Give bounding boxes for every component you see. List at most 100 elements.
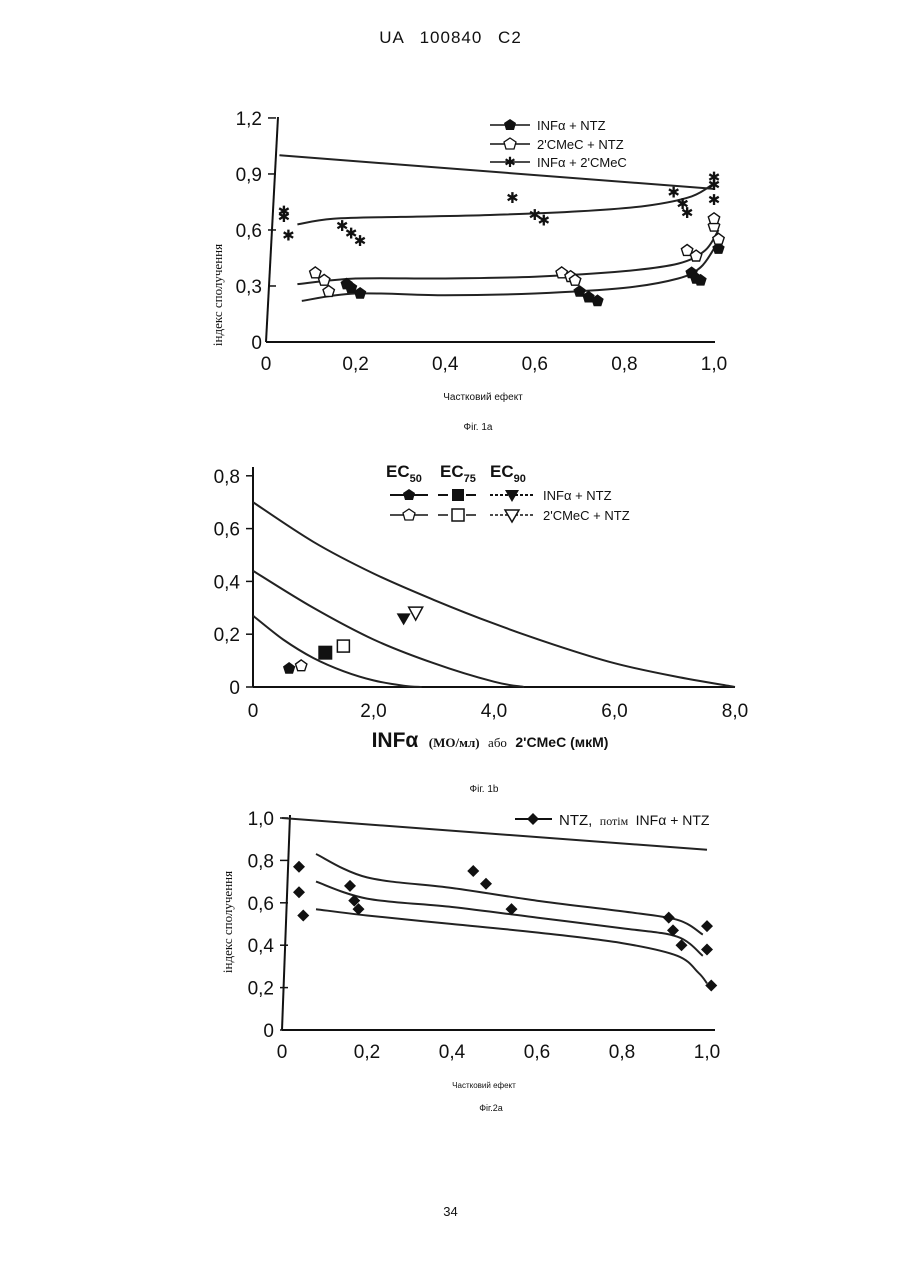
y-tick-label: 0,2 [248,979,274,1000]
data-point [663,912,675,924]
data-point [344,880,356,892]
y-tick-label: 0,8 [248,851,274,872]
x-axis-label: Частковий ефект [443,391,523,403]
filled-diamond-icon [527,813,539,825]
data-point [297,910,309,922]
legend-header-ec50: EC50 [386,462,422,485]
open-triangle-icon [505,510,519,522]
legend-entry-infa-ntz: INFα + NTZ [490,118,606,133]
data-point [323,286,334,297]
x-tick-label: 0,4 [432,354,459,375]
patent-header: UA 100840 C2 [0,28,901,48]
fit-curve [316,909,707,983]
data-point: ✱ [278,209,291,226]
y-tick-label: 1,0 [248,809,274,830]
data-point [296,660,307,671]
y-tick-label: 0 [251,333,262,354]
data-point: ✱ [506,190,519,207]
figure-1b: 0 0,2 0,4 0,6 0,8 0 2,0 4,0 6,0 8,0 EC50 EC75 EC… [0,455,901,800]
additivity-line [279,155,714,189]
y-axis-label: індекс сполучення [210,244,225,346]
legend-label: 2'CMeC + NTZ [543,508,630,523]
figure-2a: індекс сполучення 0 0,2 0,4 0,6 0,8 1,0 0 0,2 0… [0,800,901,1120]
y-tick-label: 0,2 [214,625,240,646]
x-tick-label: 8,0 [722,701,748,722]
star-icon: ✱ [504,154,516,170]
data-point [293,886,305,898]
figure-caption: Фіг.2а [479,1103,503,1113]
figure-caption: Фіг. 1b [470,784,499,795]
legend-label: INFα + NTZ [537,118,606,133]
data-point [705,979,717,991]
legend-label: 2'CMeC + NTZ [537,137,624,152]
data-point [713,233,724,244]
figure-1a: індекс сполучення 00,30,60,91,2 00,20,40… [0,90,901,450]
y-tick-label: 0 [263,1021,274,1042]
x-tick-label: 0,8 [611,354,637,375]
figure-caption: Фіг. 1а [464,422,493,433]
x-tick-label: 0,6 [522,354,548,375]
legend-entry-infa-2cmec: ✱ INFα + 2'CMeC [490,154,627,170]
page-number: 34 [0,1204,901,1219]
data-point [319,274,330,285]
legend-label: INFα + 2'CMeC [537,155,627,170]
data-point: ✱ [681,205,694,222]
x-tick-label: 1,0 [701,354,727,375]
x-tick-label: 0 [261,354,272,375]
data-point: ✱ [708,192,721,209]
legend-label: INFα + NTZ [543,488,612,503]
legend-header-ec75: EC75 [440,462,476,485]
open-pentagon-icon [504,138,516,149]
legend-entry-2cmec-ntz: 2'CMeC + NTZ [490,137,624,152]
data-point: ✱ [354,233,367,250]
legend-label: NTZ, потім INFα + NTZ [559,812,710,829]
x-axis-label: INFα (МО/мл) або 2'CMeC (мкМ) [372,729,609,752]
data-point [708,213,719,224]
x-tick-label: 0,8 [609,1042,635,1063]
data-point [701,920,713,932]
y-axis-label: індекс сполучення [220,871,235,973]
legend-entry-2cmec-ntz: 2'CMeC + NTZ [390,508,630,523]
data-point: ✱ [282,228,295,245]
y-tick-label: 1,2 [236,109,262,130]
y-tick-label: 0,6 [236,221,262,242]
x-tick-label: 0,6 [524,1042,550,1063]
y-tick-label: 0,3 [236,277,262,298]
y-tick-label: 0 [229,678,240,699]
legend: NTZ, потім INFα + NTZ [515,812,710,829]
y-tick-label: 0,4 [248,936,275,957]
fit-curve [316,854,703,935]
y-tick-label: 0,4 [214,572,241,593]
legend-header-ec90: EC90 [490,462,526,485]
data-point: ✱ [537,213,550,230]
x-tick-label: 0 [277,1042,288,1063]
data-point [397,613,411,625]
open-pentagon-icon [403,509,415,520]
filled-square-icon [452,489,464,501]
x-tick-label: 6,0 [601,701,627,722]
x-tick-label: 1,0 [694,1042,720,1063]
data-point [467,865,479,877]
x-axis-label: Частковий ефект [452,1081,516,1090]
fit-curve [316,882,703,956]
x-tick-label: 0,2 [342,354,368,375]
x-tick-label: 2,0 [360,701,386,722]
data-point [409,607,423,620]
data-point [480,878,492,890]
data-point [310,267,321,278]
y-axis [282,815,290,1030]
legend: INFα + NTZ 2'CMeC + NTZ ✱ INFα + 2'CMeC [490,118,627,170]
y-tick-label: 0,6 [214,520,240,541]
filled-pentagon-icon [504,119,516,130]
y-tick-label: 0,8 [214,467,240,488]
data-point [283,662,295,674]
x-tick-label: 0 [248,701,259,722]
data-point [293,861,305,873]
filled-pentagon-icon [403,489,415,500]
x-tick-label: 0,2 [354,1042,380,1063]
x-tick-label: 0,4 [439,1042,466,1063]
legend-entry-infa-ntz: INFα + NTZ [390,488,612,503]
data-point [318,646,332,660]
x-tick-label: 4,0 [481,701,507,722]
y-tick-label: 0,6 [248,894,274,915]
